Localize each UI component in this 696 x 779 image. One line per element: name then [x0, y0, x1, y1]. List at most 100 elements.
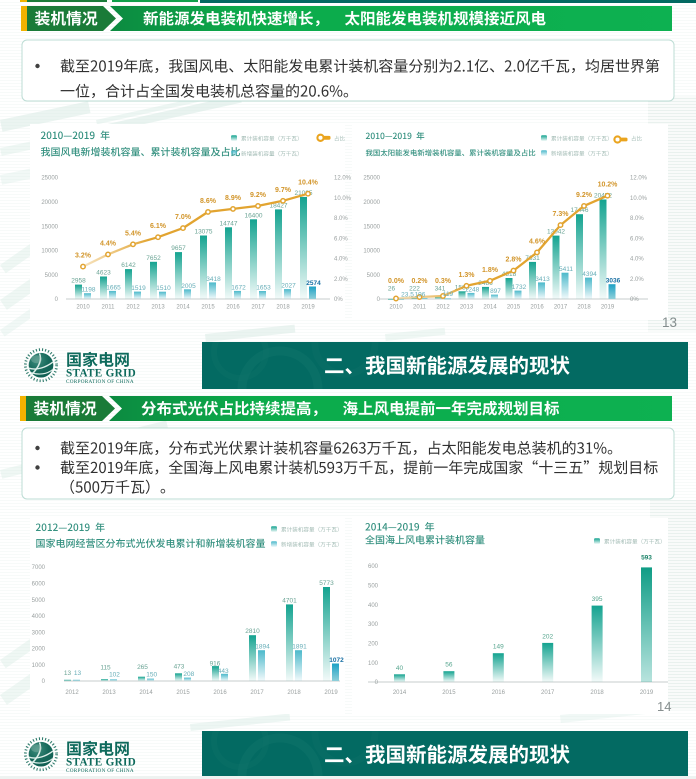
svg-text:9.2%: 9.2%: [250, 192, 267, 199]
svg-text:12.0%: 12.0%: [630, 176, 648, 182]
svg-text:2014: 2014: [393, 690, 407, 696]
svg-text:0: 0: [375, 680, 379, 686]
svg-text:2000: 2000: [32, 647, 46, 653]
svg-text:2027: 2027: [281, 283, 296, 290]
svg-text:897: 897: [490, 288, 501, 295]
svg-text:2019: 2019: [601, 305, 615, 311]
svg-text:4623: 4623: [96, 270, 111, 277]
svg-text:100: 100: [368, 661, 379, 667]
svg-text:4318: 4318: [502, 271, 517, 278]
svg-text:196: 196: [415, 292, 426, 299]
svg-text:18427: 18427: [269, 202, 287, 209]
svg-text:20000: 20000: [41, 200, 58, 206]
svg-text:2.8%: 2.8%: [506, 257, 523, 264]
svg-text:395: 395: [592, 596, 603, 603]
svg-text:9.7%: 9.7%: [275, 187, 292, 194]
svg-text:1248: 1248: [465, 286, 480, 293]
svg-text:1665: 1665: [106, 284, 121, 291]
svg-text:4701: 4701: [282, 597, 297, 604]
svg-text:2017: 2017: [541, 690, 555, 696]
svg-text:2013: 2013: [460, 305, 474, 311]
svg-text:600: 600: [368, 564, 379, 570]
svg-text:2019: 2019: [324, 690, 338, 696]
svg-text:14747: 14747: [219, 220, 237, 227]
svg-text:2015: 2015: [442, 690, 456, 696]
svg-text:4.0%: 4.0%: [630, 257, 644, 263]
svg-text:2017: 2017: [251, 305, 265, 311]
svg-text:2012: 2012: [126, 305, 140, 311]
svg-text:102: 102: [109, 672, 120, 679]
svg-text:13042: 13042: [547, 229, 565, 236]
svg-text:1072: 1072: [329, 657, 344, 664]
svg-text:2011: 2011: [413, 305, 427, 311]
svg-text:40: 40: [396, 665, 404, 672]
svg-text:10.0%: 10.0%: [630, 196, 648, 202]
svg-text:2019: 2019: [640, 690, 654, 696]
svg-text:2015: 2015: [176, 690, 190, 696]
svg-text:10.0%: 10.0%: [334, 196, 352, 202]
svg-text:1000: 1000: [32, 663, 46, 669]
svg-text:16400: 16400: [244, 212, 262, 219]
svg-text:2014: 2014: [176, 305, 190, 311]
svg-text:1198: 1198: [82, 287, 96, 294]
svg-text:2016: 2016: [492, 690, 506, 696]
svg-text:2016: 2016: [530, 305, 544, 311]
svg-text:4.6%: 4.6%: [529, 238, 546, 245]
svg-text:CORPORATION OF CHINA: CORPORATION OF CHINA: [66, 768, 134, 774]
svg-text:20000: 20000: [363, 200, 380, 206]
svg-text:0.2%: 0.2%: [412, 278, 429, 285]
svg-text:300: 300: [368, 622, 379, 628]
svg-text:1510: 1510: [156, 285, 171, 292]
svg-text:0: 0: [42, 679, 46, 685]
svg-text:1.8%: 1.8%: [482, 267, 499, 274]
svg-text:202: 202: [542, 633, 553, 640]
svg-text:0%: 0%: [334, 297, 343, 303]
svg-text:473: 473: [174, 664, 185, 671]
svg-text:10.2%: 10.2%: [598, 182, 619, 189]
svg-text:5.4%: 5.4%: [125, 230, 142, 237]
svg-text:1891: 1891: [292, 644, 307, 651]
svg-text:2810: 2810: [245, 628, 260, 635]
svg-text:2015: 2015: [201, 305, 215, 311]
svg-text:10.4%: 10.4%: [298, 180, 319, 187]
svg-text:CORPORATION OF CHINA: CORPORATION OF CHINA: [66, 379, 134, 385]
svg-text:4.4%: 4.4%: [100, 240, 117, 247]
svg-text:2486: 2486: [478, 280, 493, 287]
svg-text:2.0%: 2.0%: [630, 277, 644, 283]
svg-text:500: 500: [368, 584, 379, 590]
svg-text:916: 916: [210, 661, 221, 668]
svg-text:20472: 20472: [594, 193, 612, 200]
svg-text:2014: 2014: [483, 305, 497, 311]
svg-text:208: 208: [183, 671, 194, 678]
svg-text:1672: 1672: [231, 284, 246, 291]
svg-text:1732: 1732: [512, 284, 527, 291]
svg-text:2574: 2574: [306, 280, 321, 287]
svg-text:STATE GRID: STATE GRID: [66, 368, 136, 380]
svg-text:4.0%: 4.0%: [334, 257, 348, 263]
svg-text:3413: 3413: [535, 276, 550, 283]
svg-text:2018: 2018: [577, 305, 591, 311]
svg-text:2018: 2018: [287, 690, 301, 696]
svg-text:13: 13: [662, 315, 677, 330]
svg-text:5000: 5000: [367, 273, 381, 279]
svg-text:593: 593: [641, 555, 652, 562]
svg-text:149: 149: [493, 644, 504, 651]
svg-text:7.3%: 7.3%: [553, 211, 570, 218]
svg-text:0.0%: 0.0%: [388, 278, 405, 285]
svg-text:8.9%: 8.9%: [225, 195, 242, 202]
svg-text:1519: 1519: [131, 285, 146, 292]
svg-text:2014: 2014: [139, 690, 153, 696]
svg-text:8.6%: 8.6%: [200, 198, 217, 205]
svg-text:0%: 0%: [630, 297, 639, 303]
svg-text:2018: 2018: [590, 690, 604, 696]
svg-text:5000: 5000: [32, 598, 46, 604]
svg-text:5000: 5000: [45, 273, 59, 279]
svg-text:2005: 2005: [181, 283, 196, 290]
svg-text:26: 26: [388, 286, 396, 293]
svg-text:6.0%: 6.0%: [630, 236, 644, 242]
svg-text:400: 400: [368, 603, 379, 609]
svg-text:15000: 15000: [363, 224, 380, 230]
svg-text:1894: 1894: [255, 644, 270, 651]
svg-text:222: 222: [409, 286, 420, 293]
svg-text:2010: 2010: [389, 305, 403, 311]
